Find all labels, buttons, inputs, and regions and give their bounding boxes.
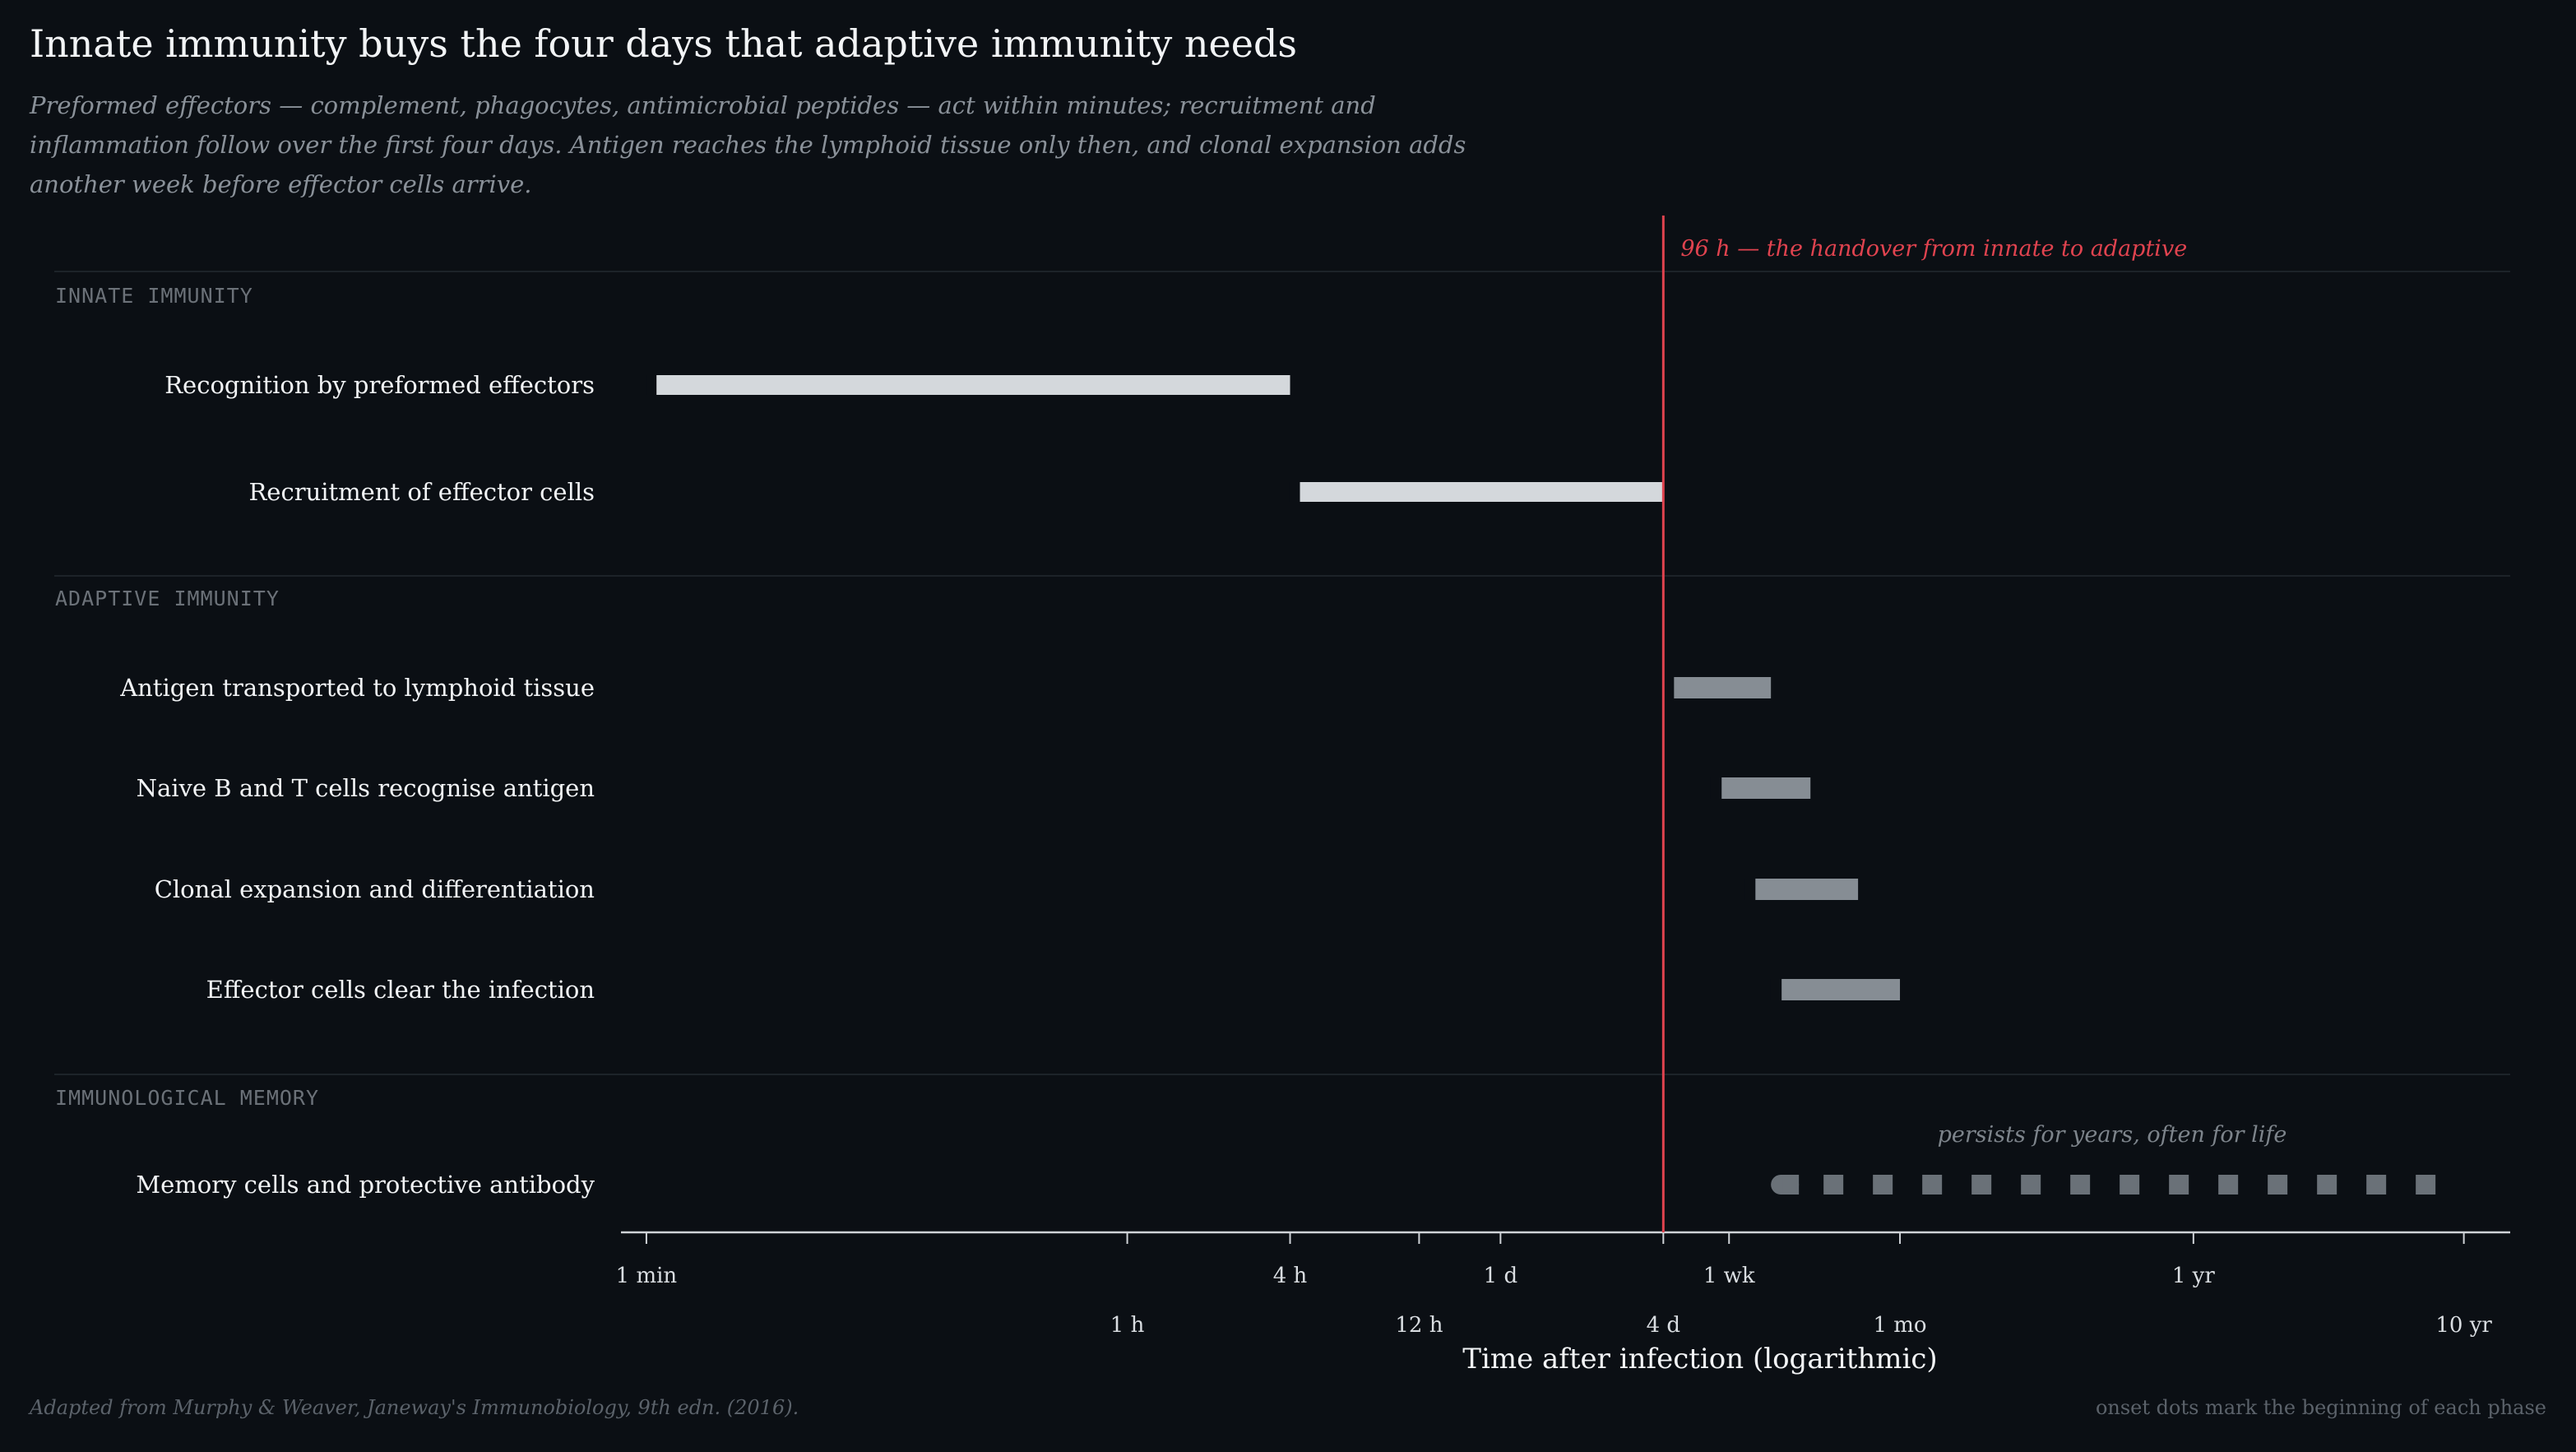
- persistence-dot: [1823, 1175, 1844, 1195]
- persistence-dot: [2366, 1175, 2387, 1195]
- persistence-dot: [1971, 1175, 1992, 1195]
- phase-label: Clonal expansion and differentiation: [155, 875, 595, 903]
- phase-label: Naive B and T cells recognise antigen: [137, 774, 595, 802]
- x-tick-label: 1 d: [1484, 1264, 1517, 1288]
- phase-bar: [646, 375, 1290, 395]
- bar-cap-mask: [646, 375, 657, 395]
- persistence-dot: [1922, 1175, 1943, 1195]
- chart-title: Innate immunity buys the four days that …: [30, 21, 1298, 66]
- persistence-dot: [2070, 1175, 2091, 1195]
- x-axis-title: Time after infection (logarithmic): [1462, 1343, 1937, 1375]
- phase-label: Memory cells and protective antibody: [136, 1171, 595, 1199]
- x-tick-label: 1 min: [616, 1264, 678, 1288]
- x-tick-label: 4 d: [1647, 1313, 1680, 1338]
- x-tick-label: 12 h: [1395, 1313, 1443, 1338]
- x-tick-label: 10 yr: [2435, 1313, 2492, 1338]
- group-label: INNATE IMMUNITY: [55, 284, 253, 308]
- phase-label: Antigen transported to lymphoid tissue: [119, 674, 595, 702]
- persistence-dot: [2021, 1175, 2041, 1195]
- bar-cap-mask: [1289, 482, 1300, 502]
- phase-bar-onset-body: [1782, 1175, 1800, 1195]
- phase-label: Effector cells clear the infection: [206, 976, 595, 1004]
- legend-note: onset dots mark the beginning of each ph…: [2095, 1396, 2546, 1419]
- bar-cap-mask: [1710, 777, 1722, 799]
- persistence-dot: [2218, 1175, 2239, 1195]
- chart-subtitle: Preformed effectors — complement, phagoc…: [30, 91, 1466, 198]
- phase-label: Recognition by preformed effectors: [164, 371, 595, 399]
- source-note: Adapted from Murphy & Weaver, Janeway's …: [30, 1396, 799, 1419]
- persistence-dot: [2317, 1175, 2337, 1195]
- phase-bar: [1771, 979, 1901, 1000]
- bar-cap-mask: [1744, 879, 1756, 900]
- group-label: IMMUNOLOGICAL MEMORY: [55, 1086, 319, 1110]
- persistence-dot: [2416, 1175, 2436, 1195]
- group-label: ADAPTIVE IMMUNITY: [55, 587, 280, 610]
- persistence-dot: [2268, 1175, 2288, 1195]
- handover-annotation: 96 h — the handover from innate to adapt…: [1680, 236, 2187, 262]
- persistence-dot: [1873, 1175, 1893, 1195]
- x-tick-label: 1 yr: [2172, 1264, 2215, 1288]
- persistence-dot: [2120, 1175, 2140, 1195]
- bar-cap-mask: [1770, 979, 1782, 1000]
- phase-bar: [1290, 482, 1664, 502]
- x-tick-label: 1 wk: [1703, 1264, 1755, 1288]
- phase-label: Recruitment of effector cells: [248, 478, 595, 506]
- persistence-note: persists for years, often for life: [1938, 1122, 2287, 1148]
- x-tick-label: 4 h: [1273, 1264, 1308, 1288]
- x-tick-label: 1 mo: [1873, 1313, 1926, 1338]
- bar-cap-mask: [1662, 677, 1675, 698]
- x-tick-label: 1 h: [1110, 1313, 1145, 1338]
- persistence-dot: [2169, 1175, 2189, 1195]
